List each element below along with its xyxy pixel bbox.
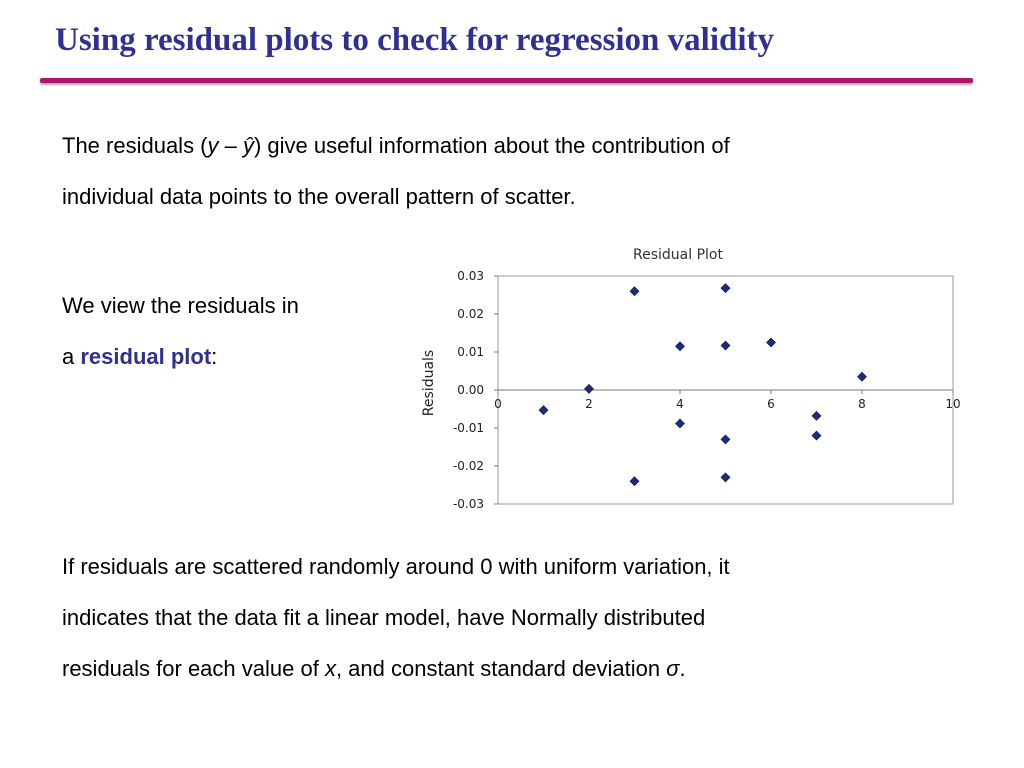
- slide-title: Using residual plots to check for regres…: [55, 22, 775, 58]
- view-text-a: a: [62, 344, 81, 369]
- data-point: [584, 383, 594, 394]
- data-point: [720, 472, 731, 483]
- y-tick-label: 0.03: [457, 269, 484, 283]
- data-point: [675, 341, 685, 352]
- x-tick-label: 6: [767, 397, 775, 411]
- view-paragraph: We view the residuals in a residual plot…: [62, 280, 402, 382]
- intro-paragraph: The residuals (y – ŷ) give useful inform…: [62, 120, 962, 222]
- conclusion-text-a: residuals for each value of: [62, 656, 325, 681]
- data-point: [811, 430, 822, 441]
- data-point: [811, 410, 822, 421]
- x-tick-label: 0: [494, 397, 502, 411]
- chart-title: Residual Plot: [633, 247, 723, 263]
- data-point: [629, 286, 640, 297]
- x-tick-label: 8: [858, 397, 866, 411]
- data-point: [629, 476, 640, 487]
- conclusion-line-3: residuals for each value of x, and const…: [62, 643, 962, 694]
- intro-line-1: The residuals (y – ŷ) give useful inform…: [62, 120, 962, 171]
- intro-text-a: The residuals (: [62, 133, 208, 158]
- intro-text-b: ) give useful information about the cont…: [253, 133, 730, 158]
- residual-plot-term: residual plot: [80, 344, 212, 369]
- y-tick-label: -0.02: [453, 459, 484, 473]
- x-tick-label: 10: [945, 397, 960, 411]
- view-line-2: a residual plot:: [62, 331, 402, 382]
- y-tick-label: 0.00: [457, 383, 484, 397]
- data-point: [675, 418, 685, 429]
- conclusion-x: x: [324, 656, 336, 681]
- plot-area: 0.03 0.02 0.01 0.00 -0.01 -0.02 -0.03 0 2 4 6 8 10: [453, 269, 961, 511]
- conclusion-line-2: indicates that the data fit a linear mod…: [62, 605, 706, 630]
- y-tick-label: 0.01: [457, 345, 484, 359]
- data-point: [720, 283, 731, 294]
- data-point: [720, 434, 731, 445]
- y-tick-label: 0.02: [457, 307, 484, 321]
- conclusion-text-c: .: [679, 656, 686, 681]
- y-tick-label: -0.01: [453, 421, 484, 435]
- view-text-b: :: [211, 344, 218, 369]
- conclusion-paragraph: If residuals are scattered randomly arou…: [62, 541, 962, 694]
- x-tick-label: 4: [676, 397, 684, 411]
- intro-dash: –: [218, 133, 243, 158]
- intro-line-2: individual data points to the overall pa…: [62, 184, 576, 209]
- residual-plot-chart: Residual Plot Residuals 0.03 0.02 0.01 0.00…: [421, 247, 961, 511]
- data-point: [720, 340, 731, 351]
- conclusion-line-1: If residuals are scattered randomly arou…: [62, 554, 730, 579]
- data-point: [538, 405, 549, 416]
- conclusion-sigma: σ: [666, 656, 680, 681]
- intro-y: y: [207, 133, 219, 158]
- x-tick-label: 2: [585, 397, 593, 411]
- data-point: [766, 337, 776, 348]
- conclusion-text-b: , and constant standard deviation: [335, 656, 667, 681]
- view-line-1: We view the residuals in: [62, 293, 299, 318]
- intro-yhat: ŷ: [242, 133, 254, 158]
- title-underline: [40, 78, 973, 83]
- data-point: [857, 371, 867, 382]
- y-tick-label: -0.03: [453, 497, 484, 511]
- y-axis-label: Residuals: [421, 350, 437, 416]
